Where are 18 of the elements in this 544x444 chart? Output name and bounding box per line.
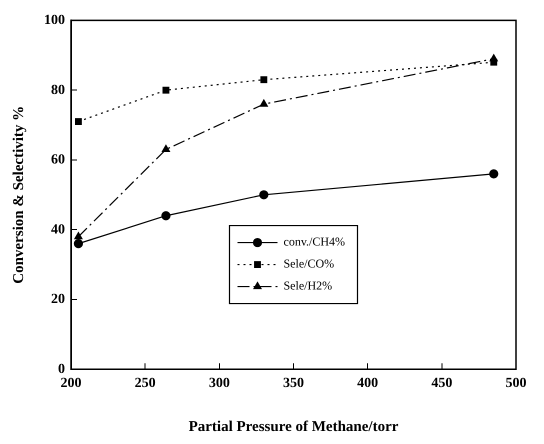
y-tick-label: 60 xyxy=(51,152,65,168)
x-tick-label: 350 xyxy=(283,376,304,392)
x-tick-label: 400 xyxy=(357,376,378,392)
y-tick-label: 80 xyxy=(51,82,65,98)
x-tick-label: 200 xyxy=(60,376,82,392)
x-tick-label: 300 xyxy=(208,376,230,392)
y-tick-label: 40 xyxy=(51,222,65,238)
y-tick-label: 20 xyxy=(51,292,65,308)
x-tick-label: 250 xyxy=(134,376,156,392)
y-tick-label: 0 xyxy=(58,362,65,377)
y-tick-label: 100 xyxy=(44,13,65,28)
legend-label: Sele/CO% xyxy=(284,256,334,271)
legend-label: conv./CH4% xyxy=(284,234,346,249)
x-axis-title: Partial Pressure of Methane/torr xyxy=(188,418,399,435)
y-axis-title: Conversion & Selectivity % xyxy=(10,106,27,284)
legend-label: Sele/H2% xyxy=(284,278,332,293)
x-tick-label: 500 xyxy=(506,376,526,392)
x-tick-label: 450 xyxy=(431,376,452,392)
